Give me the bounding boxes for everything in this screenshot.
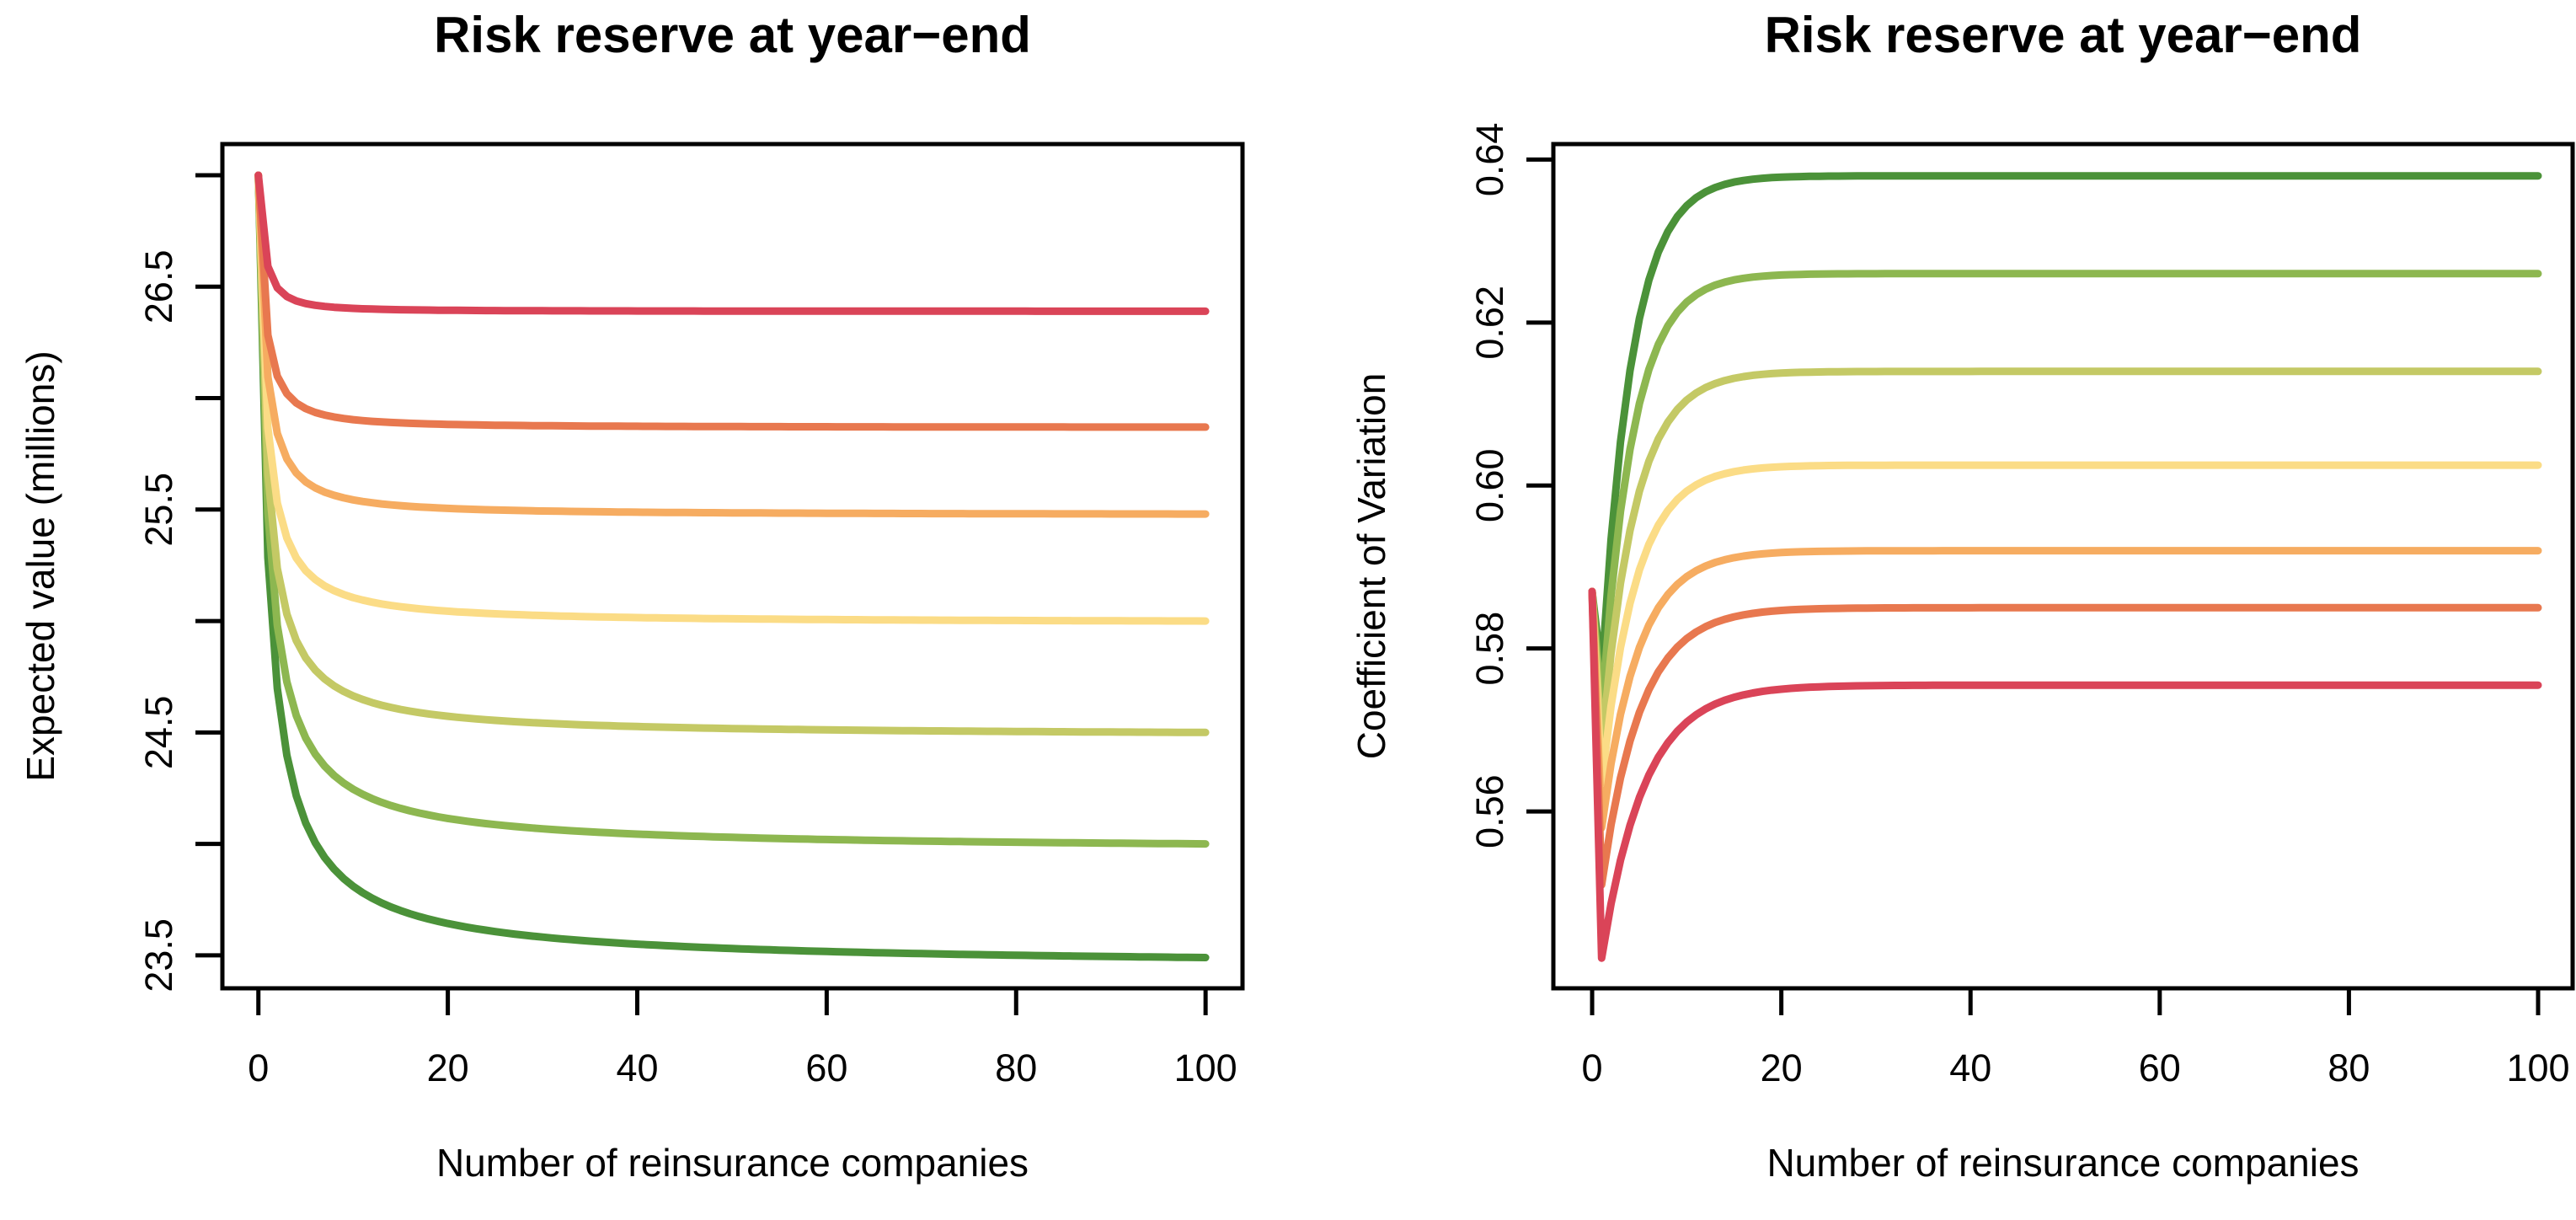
right-plot-curve-series-3 — [1588, 547, 2542, 832]
right-plot: 0 20 40 60 80 100 0.56 0.58 0.60 0.62 0.64 Risk res… — [1349, 7, 2575, 1185]
y-tick-label: 0.56 — [1468, 774, 1511, 848]
x-tick-label: 80 — [995, 1046, 1037, 1089]
x-tick-label: 80 — [2327, 1046, 2370, 1089]
left-plot-curve-series-4 — [254, 171, 1210, 625]
right-plot-curve-series-1 — [1588, 587, 2542, 962]
right-plot-curve-series-7 — [1588, 172, 2542, 677]
plot-box — [220, 142, 1245, 991]
x-tick-label: 40 — [616, 1046, 658, 1089]
y-tick-label: 0.62 — [1468, 286, 1511, 360]
x-tick-label: 20 — [1761, 1046, 1803, 1089]
x-axis-title: Number of reinsurance companies — [436, 1141, 1029, 1185]
x-tick-label: 60 — [2139, 1046, 2181, 1089]
y-tick-label: 25.5 — [137, 473, 180, 547]
right-plot-curve-series-2 — [1588, 587, 2542, 889]
x-tick-label: 40 — [1949, 1046, 1991, 1089]
left-plot: 0 20 40 60 80 100 23.5 24.5 25.5 26.5 Risk reserve… — [19, 7, 1245, 1185]
x-tick-label: 0 — [1582, 1046, 1603, 1089]
y-tick-label: 0.64 — [1468, 123, 1511, 197]
y-tick-label: 23.5 — [137, 918, 180, 993]
y-tick-label: 26.5 — [137, 249, 180, 324]
y-tick-label: 0.60 — [1468, 448, 1511, 522]
plot-title: Risk reserve at year−end — [434, 7, 1031, 63]
y-axis-title: Coefficient of Variation — [1349, 373, 1393, 760]
plot-title: Risk reserve at year−end — [1765, 7, 2362, 63]
y-tick-label: 24.5 — [137, 696, 180, 770]
right-plot-curve-series-4 — [1588, 461, 2542, 787]
y-axis-title: Expected value (millions) — [19, 350, 62, 781]
plot-box — [1551, 142, 2575, 991]
x-tick-label: 0 — [248, 1046, 269, 1089]
left-plot-curve-series-3 — [254, 171, 1210, 518]
x-tick-label: 100 — [1174, 1046, 1237, 1089]
x-axis-title: Number of reinsurance companies — [1766, 1141, 2359, 1185]
y-tick-label: 0.58 — [1468, 612, 1511, 686]
left-plot-curve-series-6 — [254, 171, 1210, 848]
right-plot-curve-series-5 — [1588, 367, 2542, 751]
left-plot-curve-series-2 — [254, 171, 1210, 431]
x-tick-label: 60 — [805, 1046, 847, 1089]
left-plot-curve-series-1 — [254, 171, 1210, 315]
left-plot-curve-series-7 — [254, 171, 1210, 961]
right-plot-curve-series-6 — [1588, 270, 2542, 714]
x-tick-label: 100 — [2506, 1046, 2569, 1089]
left-plot-curve-series-5 — [254, 171, 1210, 736]
x-tick-label: 20 — [427, 1046, 469, 1089]
